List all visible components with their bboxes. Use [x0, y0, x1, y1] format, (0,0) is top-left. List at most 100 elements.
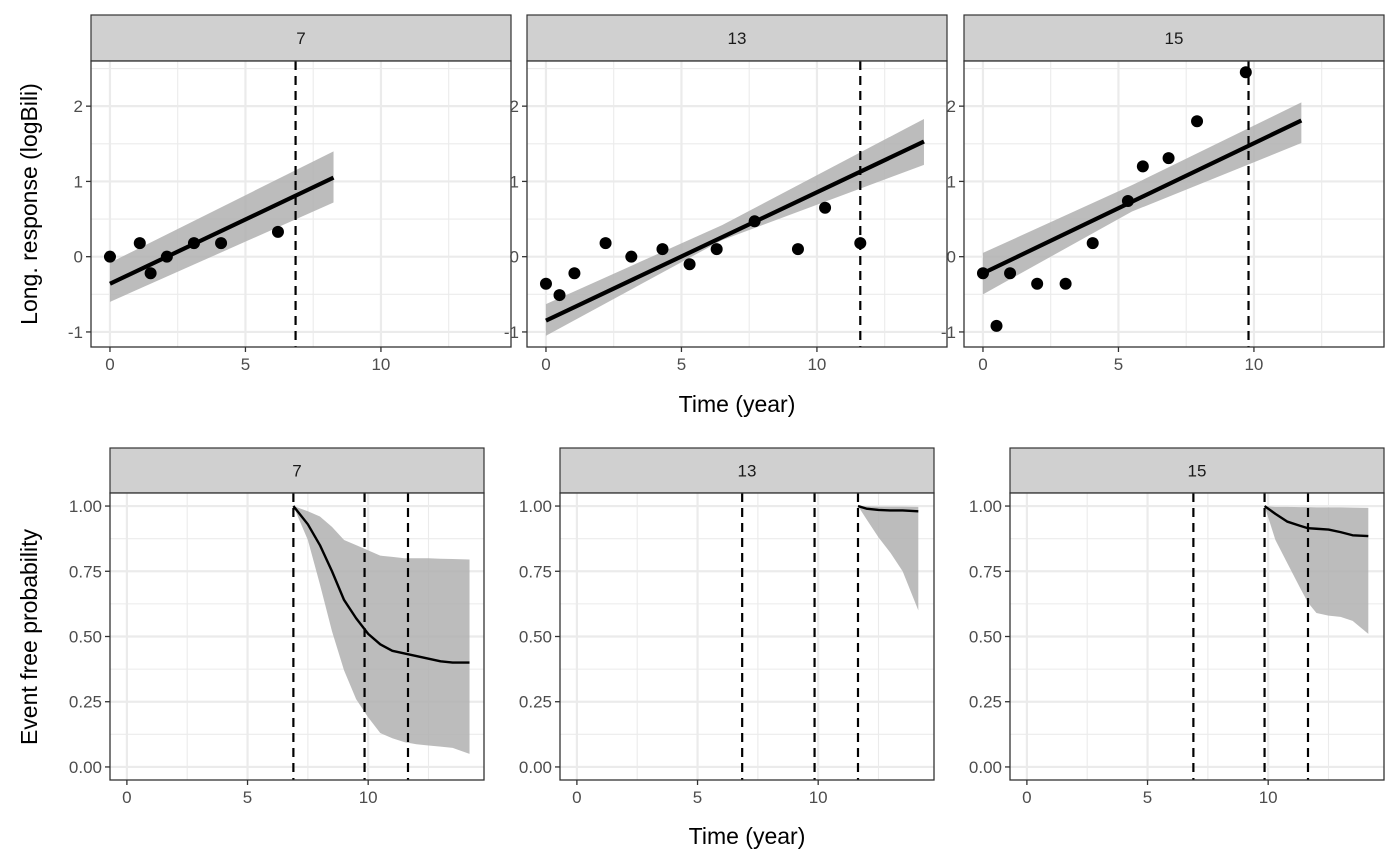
data-point [1162, 152, 1175, 165]
y-tick-label: 0.50 [69, 628, 102, 647]
y-tick-label: -1 [941, 323, 956, 342]
facet-strip-label: 13 [728, 29, 747, 48]
x-tick-label: 0 [105, 355, 114, 374]
y-tick-label: 0.50 [519, 628, 552, 647]
data-point [1239, 66, 1252, 79]
x-tick-label: 5 [243, 788, 252, 807]
data-point [553, 289, 566, 302]
data-point [1191, 115, 1204, 128]
panels: 7 0 5 10 -1 0 1 2 13 0 5 10 -1 0 1 2 15 0 5 10 -1 0 1 2 7 0 5 10 0.0… [68, 14, 1385, 807]
x-tick-label: 5 [677, 355, 686, 374]
data-point [710, 243, 723, 256]
y-tick-label: 0.75 [69, 562, 102, 581]
y-tick-label: 0.75 [969, 562, 1002, 581]
data-point [271, 225, 284, 238]
facet-strip-label: 15 [1165, 29, 1184, 48]
y-tick-label: 1.00 [969, 497, 1002, 516]
y-tick-label: 0.00 [969, 758, 1002, 777]
data-point [1121, 194, 1134, 207]
panel-top-15: 15 0 5 10 -1 0 1 2 [941, 14, 1385, 374]
plot-area [560, 493, 934, 780]
y-tick-label: 1.00 [519, 497, 552, 516]
top-row-y-axis-title: Long. response (logBili) [16, 83, 42, 325]
data-point [568, 267, 581, 280]
data-point [683, 258, 696, 271]
data-point [144, 267, 157, 280]
data-point [133, 237, 146, 250]
confidence-ribbon [857, 506, 919, 611]
data-point [625, 250, 638, 263]
top-row-x-axis-title: Time (year) [679, 391, 796, 417]
data-point [103, 250, 116, 263]
bottom-row-x-axis-title: Time (year) [689, 823, 806, 849]
y-tick-label: 0.25 [969, 693, 1002, 712]
facet-strip-label: 7 [296, 29, 305, 48]
survival-curve [1263, 505, 1369, 538]
data-point [160, 250, 173, 263]
data-point [656, 243, 669, 256]
data-point [976, 267, 989, 280]
facet-strip-label: 15 [1188, 462, 1207, 481]
confidence-ribbon [545, 118, 924, 336]
y-tick-label: 0.00 [519, 758, 552, 777]
y-tick-label: -1 [504, 323, 519, 342]
plot-area [91, 61, 511, 347]
data-point [791, 243, 804, 256]
panel-border [90, 60, 512, 348]
facet-strip [526, 14, 948, 62]
plot-area [1010, 493, 1384, 780]
plot-background [964, 61, 1384, 347]
data-point [1136, 160, 1149, 173]
y-tick-label: 0.00 [69, 758, 102, 777]
confidence-ribbon [293, 506, 470, 754]
data-point [1004, 267, 1017, 280]
y-tick-label: 1 [947, 172, 956, 191]
y-tick-label: 2 [947, 97, 956, 116]
confidence-ribbon [109, 151, 334, 302]
facet-strip [1009, 447, 1385, 494]
y-tick-label: 2 [74, 97, 83, 116]
plot-area [527, 61, 947, 347]
x-tick-label: 5 [1114, 355, 1123, 374]
data-point [990, 319, 1003, 332]
panel-top-13: 13 0 5 10 -1 0 1 2 [504, 14, 948, 374]
panel-bottom-15: 15 0 5 10 0.00 0.25 0.50 0.75 1.00 [969, 447, 1385, 807]
facet-strip [109, 447, 485, 494]
panel-bottom-7: 7 0 5 10 0.00 0.25 0.50 0.75 1.00 [69, 447, 485, 807]
data-point [1059, 277, 1072, 290]
data-point [854, 237, 867, 250]
data-point [819, 201, 832, 214]
x-tick-label: 10 [359, 788, 378, 807]
facet-strip-label: 13 [738, 462, 757, 481]
y-tick-label: 0.25 [69, 693, 102, 712]
y-tick-label: 1.00 [69, 497, 102, 516]
survival-curve [292, 505, 470, 664]
x-tick-label: 10 [807, 355, 826, 374]
x-tick-label: 10 [809, 788, 828, 807]
facet-strip-label: 7 [292, 462, 301, 481]
data-point [187, 237, 200, 250]
y-tick-label: 1 [510, 172, 519, 191]
confidence-ribbon [1264, 506, 1369, 634]
data-point [1031, 277, 1044, 290]
x-tick-label: 10 [1244, 355, 1263, 374]
data-point [539, 277, 552, 290]
x-tick-label: 10 [371, 355, 390, 374]
bottom-row-y-axis-title: Event free probability [16, 528, 42, 745]
x-tick-label: 5 [1143, 788, 1152, 807]
y-tick-label: 0.25 [519, 693, 552, 712]
panel-border [526, 60, 948, 348]
x-tick-label: 0 [978, 355, 987, 374]
y-tick-label: 0.75 [519, 562, 552, 581]
x-tick-label: 0 [541, 355, 550, 374]
y-tick-label: 1 [74, 172, 83, 191]
x-tick-label: 0 [572, 788, 581, 807]
facet-strip [963, 14, 1385, 62]
plot-area [964, 61, 1384, 347]
panel-top-7: 7 0 5 10 -1 0 1 2 [68, 14, 512, 374]
data-point [1086, 237, 1099, 250]
fitted-line [109, 175, 335, 286]
x-tick-label: 5 [241, 355, 250, 374]
x-tick-label: 10 [1259, 788, 1278, 807]
plot-area [110, 493, 484, 780]
